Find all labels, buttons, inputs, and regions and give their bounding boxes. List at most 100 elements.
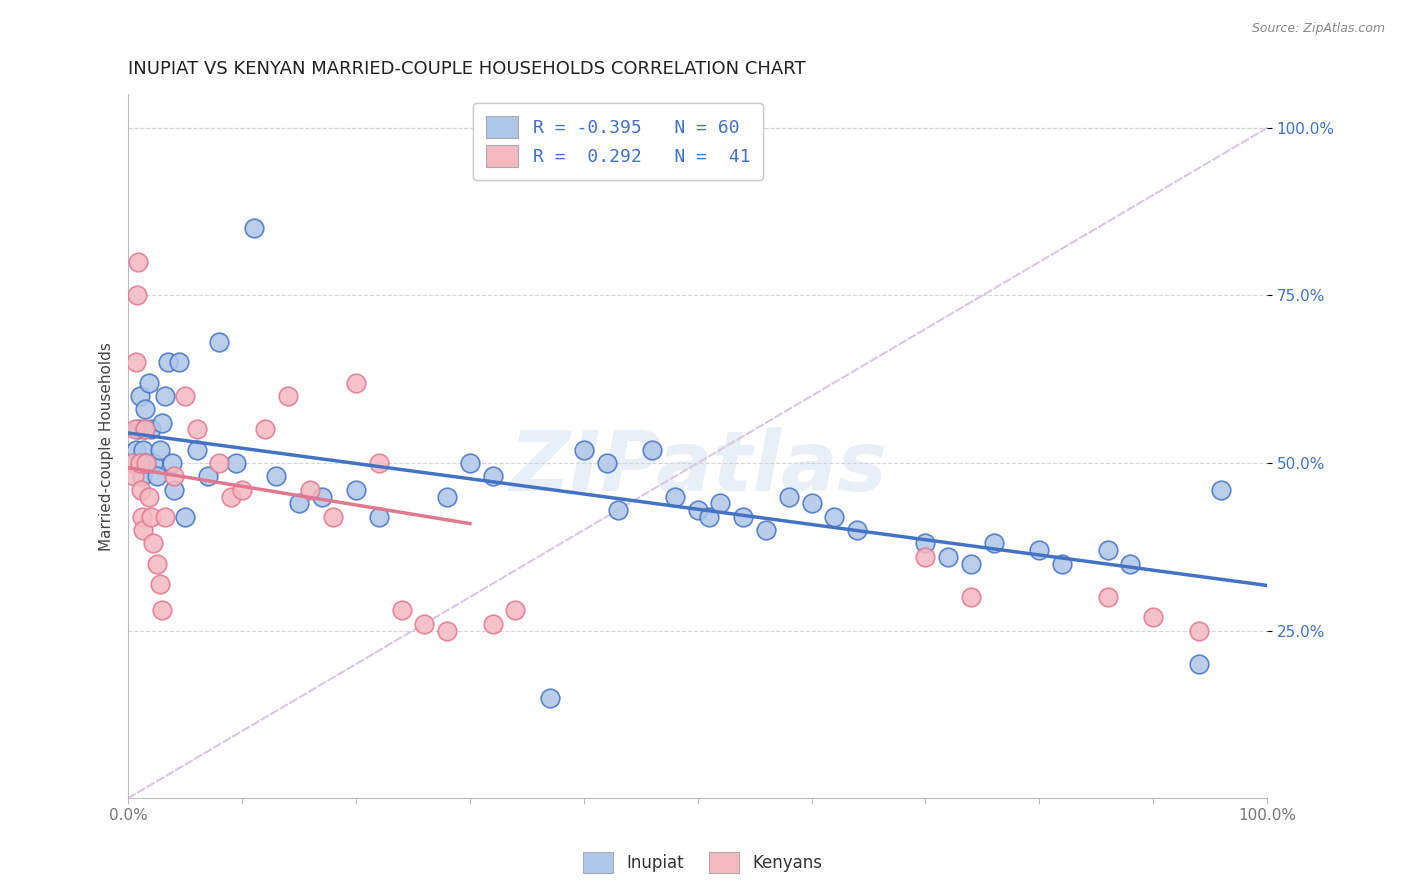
Point — [481, 616, 503, 631]
Point — [367, 509, 389, 524]
Point — [823, 509, 845, 524]
Point — [1097, 543, 1119, 558]
Point — [983, 536, 1005, 550]
Point — [128, 456, 150, 470]
Point — [163, 483, 186, 497]
Point — [1188, 624, 1211, 638]
Point — [299, 483, 322, 497]
Point — [160, 456, 183, 470]
Point — [322, 509, 344, 524]
Point — [163, 469, 186, 483]
Point — [219, 490, 242, 504]
Point — [139, 509, 162, 524]
Point — [174, 509, 197, 524]
Point — [709, 496, 731, 510]
Text: Source: ZipAtlas.com: Source: ZipAtlas.com — [1251, 22, 1385, 36]
Point — [344, 483, 367, 497]
Point — [914, 549, 936, 564]
Point — [436, 490, 458, 504]
Point — [186, 442, 208, 457]
Point — [595, 456, 617, 470]
Point — [149, 442, 172, 457]
Point — [1188, 657, 1211, 671]
Point — [138, 490, 160, 504]
Point — [125, 355, 148, 369]
Point — [132, 523, 155, 537]
Point — [208, 456, 231, 470]
Point — [960, 590, 983, 604]
Point — [231, 483, 253, 497]
Legend: R = -0.395   N = 60, R =  0.292   N =  41: R = -0.395 N = 60, R = 0.292 N = 41 — [472, 103, 763, 180]
Point — [606, 503, 628, 517]
Point — [157, 355, 180, 369]
Point — [1119, 557, 1142, 571]
Point — [121, 456, 143, 470]
Point — [664, 490, 686, 504]
Point — [778, 490, 800, 504]
Point — [149, 576, 172, 591]
Point — [391, 603, 413, 617]
Point — [132, 442, 155, 457]
Point — [697, 509, 720, 524]
Point — [436, 624, 458, 638]
Point — [936, 549, 959, 564]
Point — [266, 469, 288, 483]
Point — [129, 456, 152, 470]
Point — [124, 422, 146, 436]
Point — [142, 456, 165, 470]
Point — [1097, 590, 1119, 604]
Point — [641, 442, 664, 457]
Point — [131, 469, 153, 483]
Point — [174, 389, 197, 403]
Point — [128, 255, 150, 269]
Point — [846, 523, 869, 537]
Point — [145, 469, 167, 483]
Point — [481, 469, 503, 483]
Point — [139, 422, 162, 436]
Y-axis label: Married-couple Households: Married-couple Households — [100, 342, 114, 550]
Point — [128, 389, 150, 403]
Point — [135, 456, 157, 470]
Point — [311, 490, 333, 504]
Point — [127, 288, 149, 302]
Point — [242, 221, 264, 235]
Point — [800, 496, 823, 510]
Point — [367, 456, 389, 470]
Point — [131, 509, 153, 524]
Point — [225, 456, 247, 470]
Point — [152, 416, 174, 430]
Point — [128, 422, 150, 436]
Point — [733, 509, 755, 524]
Point — [135, 456, 157, 470]
Point — [413, 616, 436, 631]
Point — [288, 496, 311, 510]
Text: ZIPatlas: ZIPatlas — [509, 427, 887, 508]
Point — [134, 422, 156, 436]
Point — [755, 523, 778, 537]
Text: INUPIAT VS KENYAN MARRIED-COUPLE HOUSEHOLDS CORRELATION CHART: INUPIAT VS KENYAN MARRIED-COUPLE HOUSEHO… — [128, 60, 806, 78]
Point — [914, 536, 936, 550]
Point — [122, 469, 145, 483]
Point — [505, 603, 527, 617]
Point — [186, 422, 208, 436]
Point — [142, 536, 165, 550]
Point — [253, 422, 276, 436]
Point — [277, 389, 299, 403]
Point — [960, 557, 983, 571]
Point — [153, 509, 176, 524]
Point — [208, 335, 231, 350]
Point — [122, 456, 145, 470]
Point — [129, 483, 152, 497]
Point — [134, 402, 156, 417]
Point — [458, 456, 481, 470]
Point — [169, 355, 191, 369]
Point — [138, 376, 160, 390]
Point — [153, 389, 176, 403]
Point — [538, 690, 561, 705]
Point — [1211, 483, 1233, 497]
Point — [134, 422, 156, 436]
Point — [145, 557, 167, 571]
Point — [1050, 557, 1073, 571]
Point — [152, 603, 174, 617]
Legend: Inupiat, Kenyans: Inupiat, Kenyans — [576, 846, 830, 880]
